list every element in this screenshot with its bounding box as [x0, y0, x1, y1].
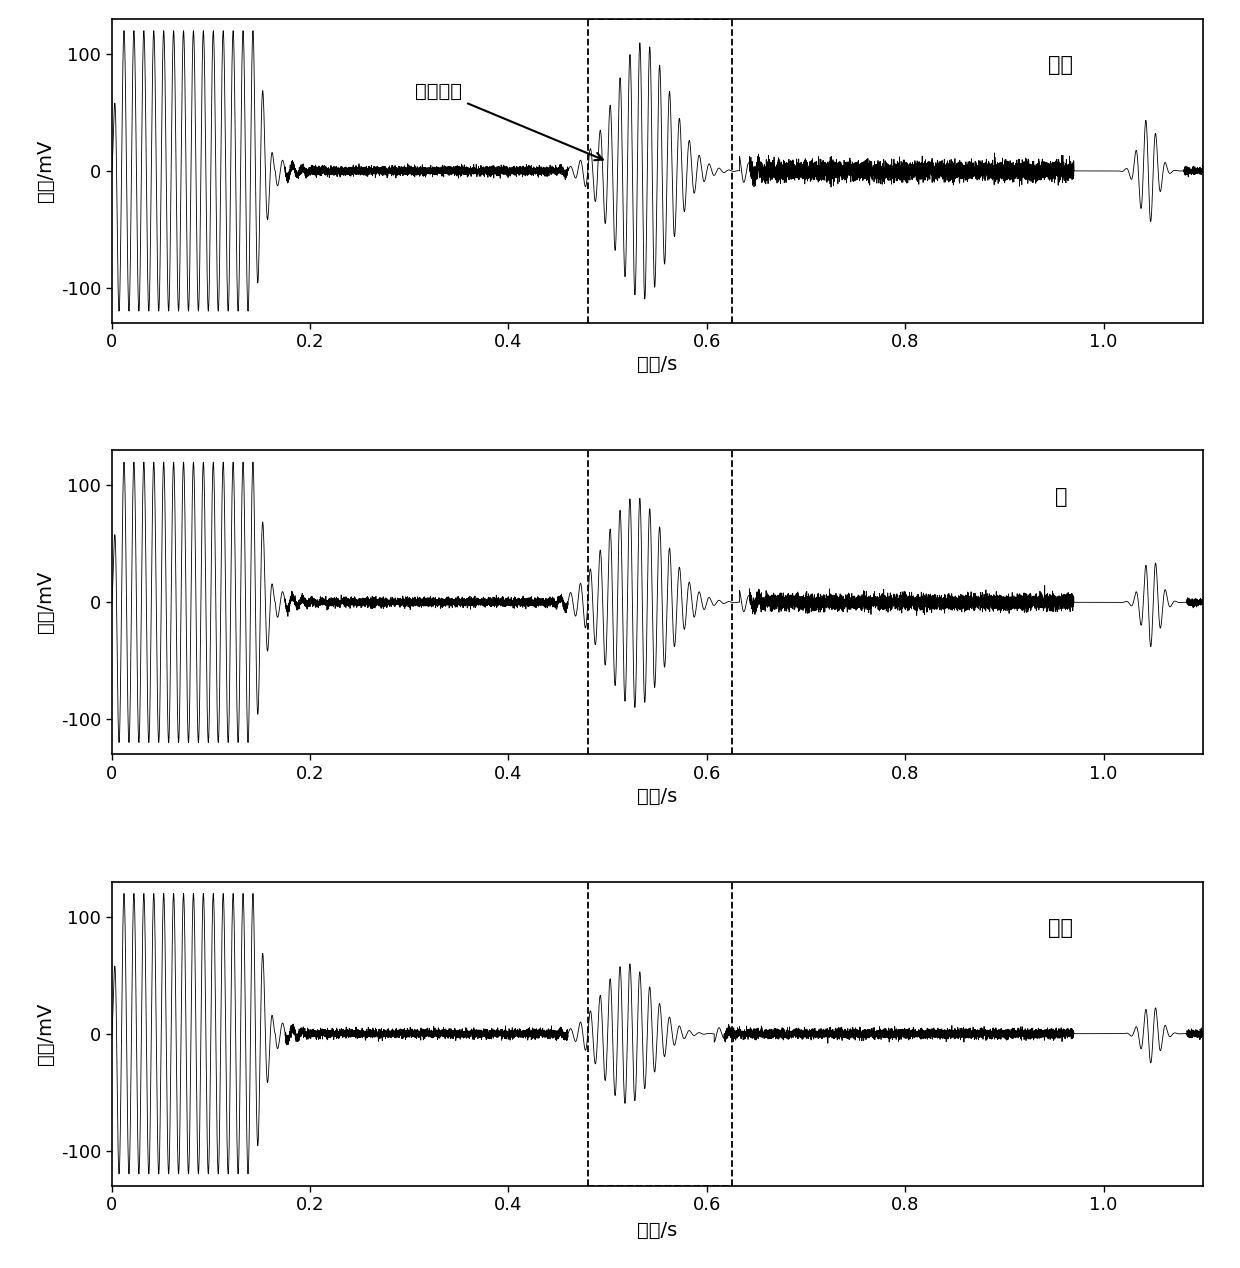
X-axis label: 时间/s: 时间/s: [637, 786, 677, 805]
Y-axis label: 幅値/mV: 幅値/mV: [36, 571, 56, 634]
Y-axis label: 幅値/mV: 幅値/mV: [36, 1003, 56, 1065]
Y-axis label: 幅値/mV: 幅値/mV: [36, 139, 56, 202]
Text: 蜂蜜: 蜂蜜: [1049, 918, 1074, 938]
Text: 端面回波: 端面回波: [415, 82, 603, 160]
X-axis label: 时间/s: 时间/s: [637, 355, 677, 374]
Text: 空气: 空气: [1049, 56, 1074, 76]
X-axis label: 时间/s: 时间/s: [637, 1221, 677, 1240]
Text: 水: 水: [1055, 487, 1068, 507]
